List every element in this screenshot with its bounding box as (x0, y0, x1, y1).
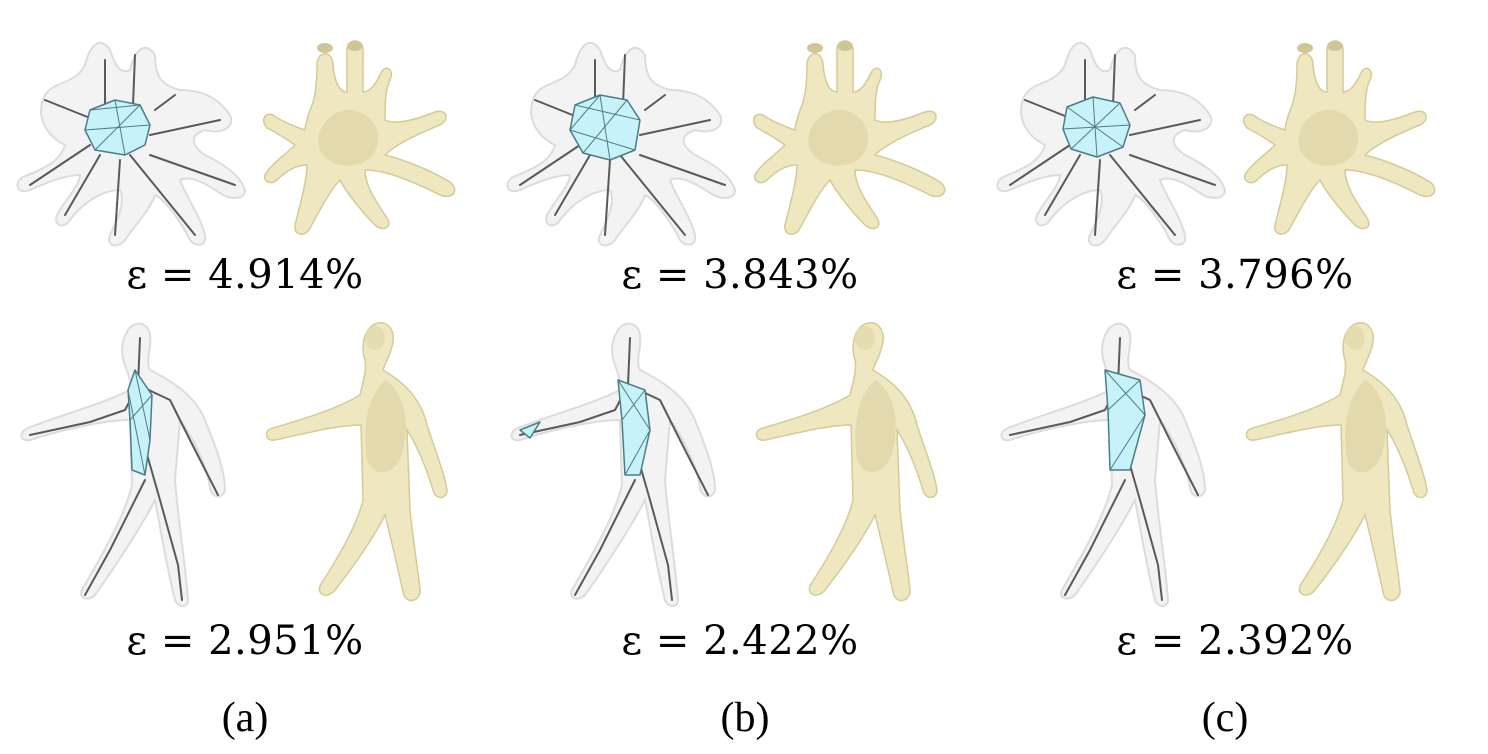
column-label-b: (b) (720, 695, 770, 741)
column-label-c: (c) (1201, 695, 1249, 741)
panel-octopus-a (10, 15, 490, 254)
panel-human-a (10, 310, 490, 614)
octopus-b-illustration (506, 40, 946, 247)
panel-octopus-b (500, 15, 980, 254)
panel-octopus-c (990, 15, 1470, 254)
caption-octopus-c: ε = 3.796% (1116, 252, 1354, 298)
panel-human-b (500, 310, 980, 614)
panel-human-c (990, 310, 1470, 614)
column-label-a: (a) (221, 695, 269, 741)
human-c-illustration (1000, 321, 1428, 607)
caption-human-b: ε = 2.422% (621, 618, 859, 664)
caption-human-c: ε = 2.392% (1116, 618, 1354, 664)
caption-octopus-a: ε = 4.914% (126, 252, 364, 298)
human-a-illustration (20, 321, 448, 607)
caption-octopus-b: ε = 3.843% (621, 252, 859, 298)
octopus-a-illustration (16, 40, 456, 247)
octopus-c-illustration (996, 40, 1436, 247)
caption-human-a: ε = 2.951% (126, 618, 364, 664)
human-b-illustration (510, 321, 938, 607)
